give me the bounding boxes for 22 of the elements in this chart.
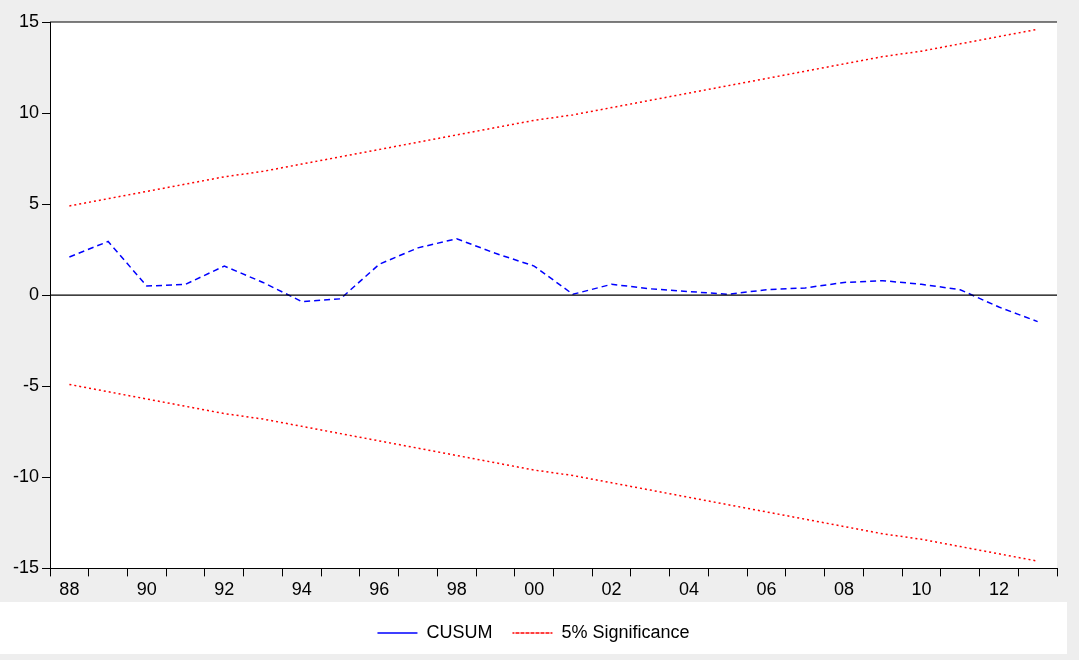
- y-tick-label: -10: [13, 466, 40, 487]
- x-tick-label: 04: [679, 579, 700, 600]
- x-tick-label: 08: [833, 579, 854, 600]
- legend-label: CUSUM: [426, 621, 493, 642]
- y-tick-label: -15: [13, 557, 40, 578]
- x-tick-label: 92: [214, 579, 235, 600]
- y-tick-label: 15: [18, 10, 40, 31]
- x-tick-label: 96: [369, 579, 390, 600]
- x-tick-label: 98: [446, 579, 467, 600]
- x-tick-label: 02: [601, 579, 622, 600]
- y-tick-label: 0: [29, 284, 40, 305]
- legend-label: 5% Significance: [561, 621, 690, 642]
- x-tick-label: 10: [911, 579, 932, 600]
- x-tick-label: 94: [291, 579, 312, 600]
- x-tick-label: 90: [136, 579, 157, 600]
- y-tick-label: -5: [23, 375, 40, 396]
- x-tick-label: 06: [756, 579, 777, 600]
- y-tick-label: 10: [18, 102, 40, 123]
- x-tick-label: 00: [524, 579, 545, 600]
- x-tick-label: 88: [59, 579, 80, 600]
- y-tick-label: 5: [29, 193, 40, 214]
- x-tick-label: 12: [988, 579, 1009, 600]
